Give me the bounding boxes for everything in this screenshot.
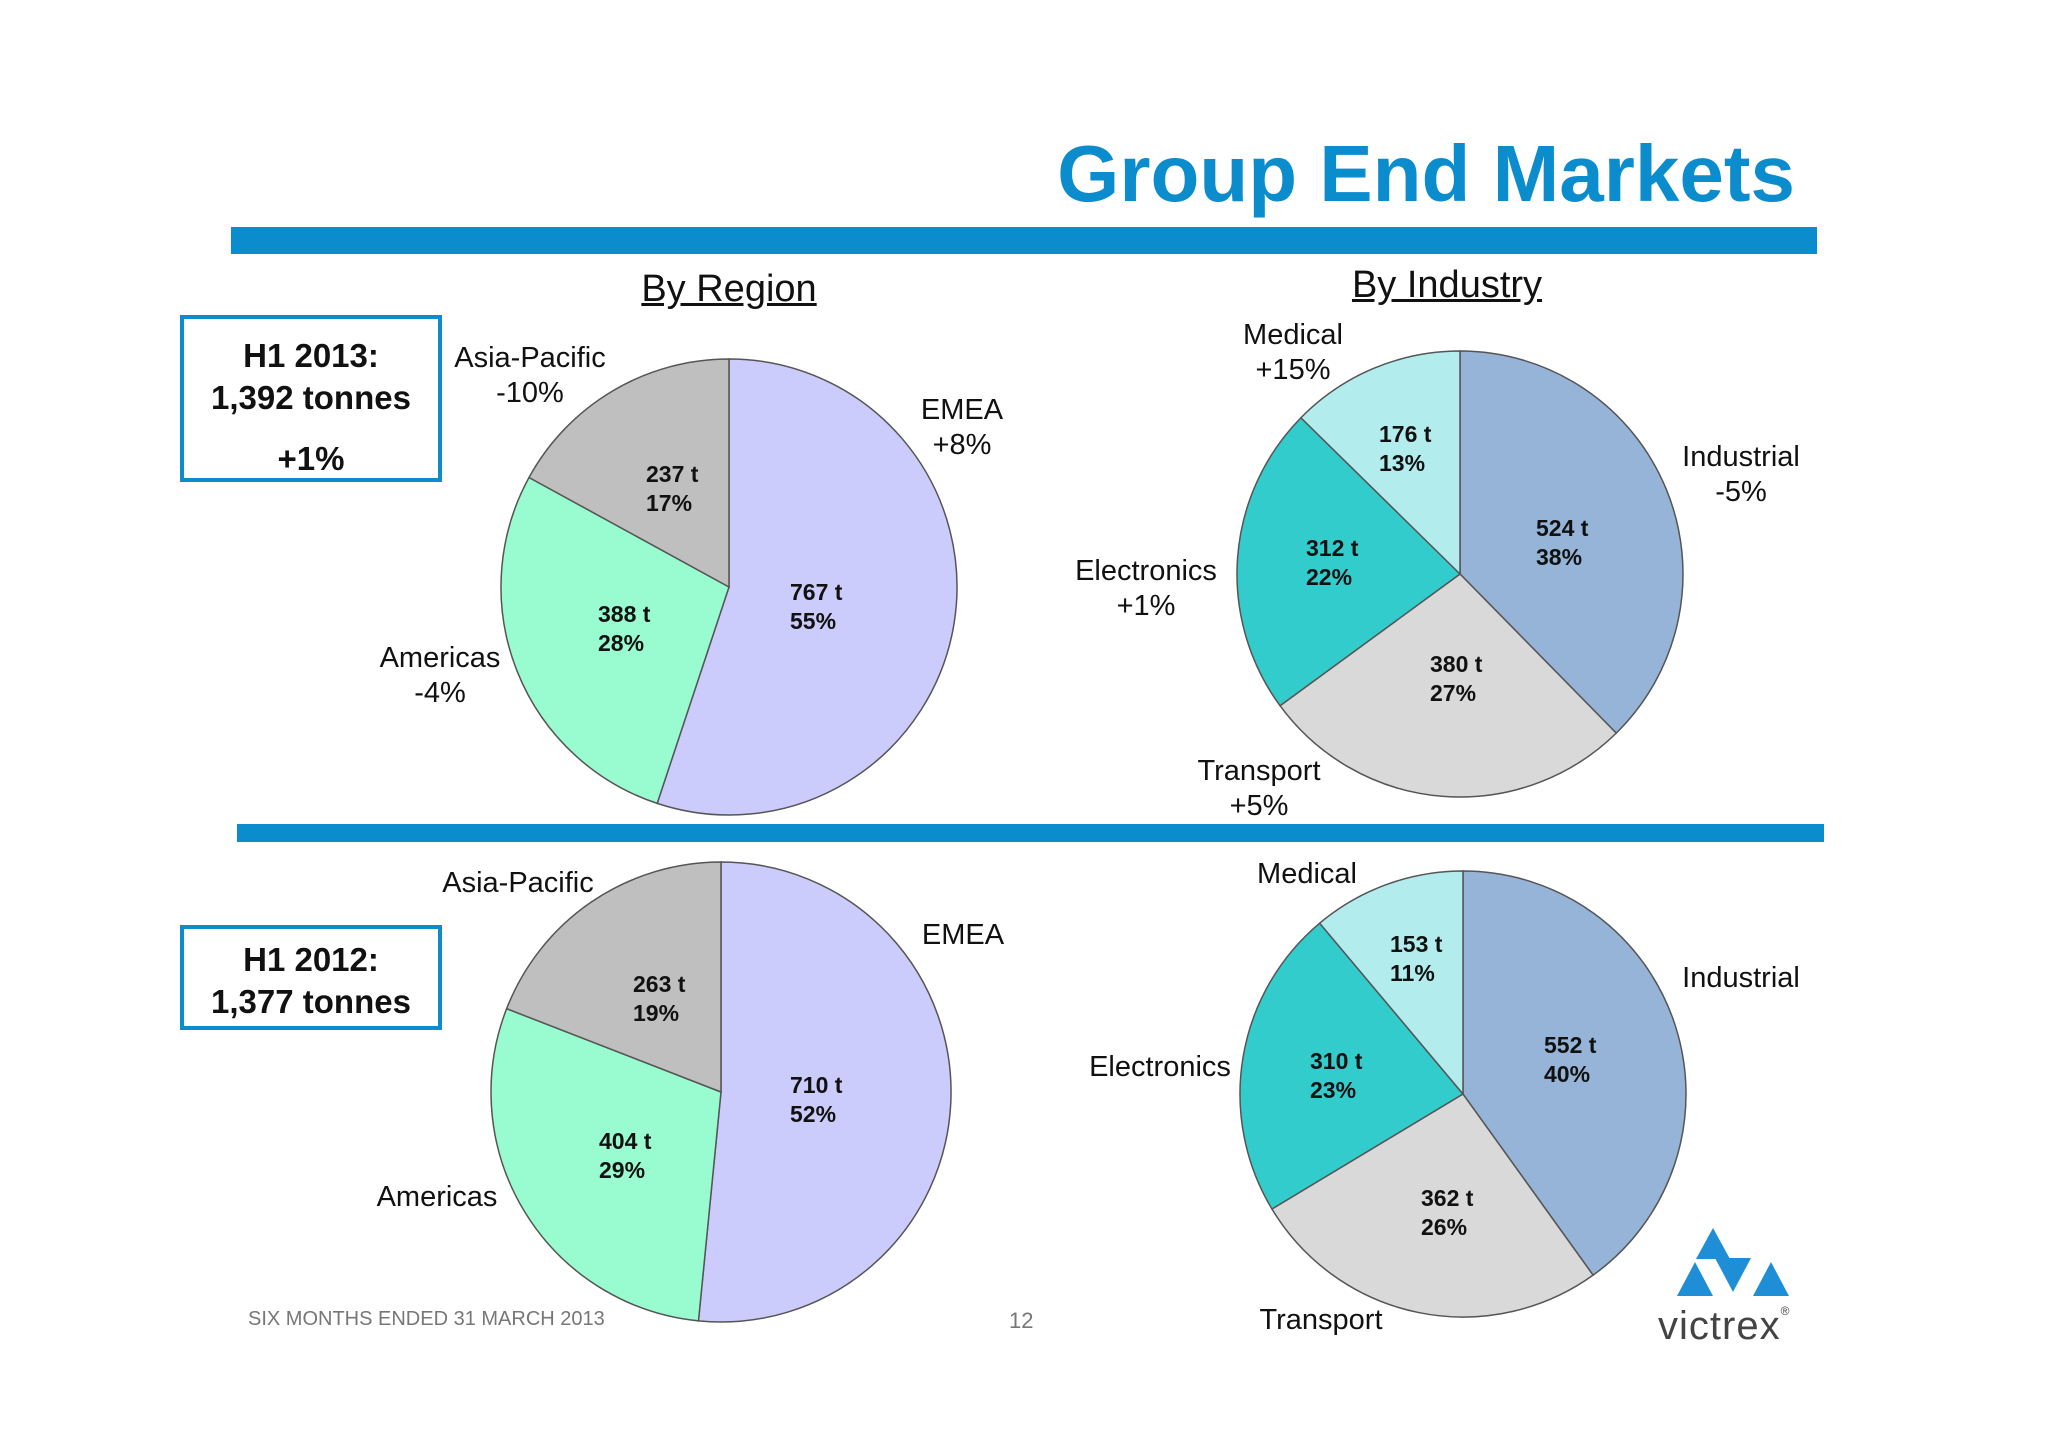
pie-slice-region-2012-emea bbox=[697, 861, 952, 1323]
label-emea-2013: EMEA +8% bbox=[920, 394, 1004, 461]
label-asia-pacific-2013: Asia-Pacific -10% bbox=[454, 342, 606, 409]
pie-slice-region-2012-americas bbox=[490, 1007, 722, 1322]
pie-slice-region-2012-asia-pacific bbox=[505, 861, 722, 1094]
value-transport-2013: 380 t 27% bbox=[1430, 651, 1483, 706]
label-transport-2012: Transport bbox=[1259, 1304, 1383, 1336]
value-electronics-2012: 310 t 23% bbox=[1310, 1048, 1363, 1103]
value-emea-2013: 767 t 55% bbox=[790, 579, 843, 634]
value-asia-pacific-2012: 263 t 19% bbox=[633, 971, 686, 1026]
pie-slice-region-2013-asia-pacific bbox=[528, 358, 730, 589]
label-electronics-2013: Electronics +1% bbox=[1075, 555, 1217, 622]
pie-slice-industry-2013-industrial bbox=[1459, 350, 1684, 735]
h1-2013-summary-box: H1 2013: 1,392 tonnes +1% bbox=[180, 315, 442, 482]
by-region-heading: By Region bbox=[641, 268, 817, 310]
pie-slice-industry-2013-electronics bbox=[1236, 416, 1462, 707]
value-transport-2012: 362 t 26% bbox=[1421, 1185, 1474, 1240]
label-industrial-2013: Industrial -5% bbox=[1682, 441, 1800, 508]
value-industrial-2012: 552 t 40% bbox=[1544, 1032, 1597, 1087]
value-emea-2012: 710 t 52% bbox=[790, 1072, 843, 1127]
pie-slice-industry-2013-medical bbox=[1299, 350, 1461, 576]
pie-slice-region-2013-americas bbox=[500, 476, 730, 805]
logo-wordmark: victrex bbox=[1658, 1304, 1781, 1348]
pie-slice-industry-2013-transport bbox=[1279, 573, 1618, 798]
label-industrial-2012: Industrial bbox=[1682, 962, 1800, 994]
label-emea-2012: EMEA bbox=[921, 919, 1005, 951]
pie-slice-region-2013-emea bbox=[656, 358, 958, 816]
h1-2012-period: H1 2012: bbox=[243, 941, 379, 978]
value-americas-2013: 388 t 28% bbox=[598, 601, 651, 656]
label-asia-pacific-2012: Asia-Pacific bbox=[442, 867, 594, 899]
pie-slice-industry-2012-industrial bbox=[1462, 870, 1687, 1277]
h1-2012-total: 1,377 tonnes bbox=[211, 983, 411, 1020]
label-medical-2012: Medical bbox=[1257, 858, 1357, 890]
label-americas-2012: Americas bbox=[376, 1181, 498, 1213]
page-title: Group End Markets bbox=[1057, 129, 1795, 218]
h1-2013-total: 1,392 tonnes bbox=[211, 379, 411, 416]
period-divider bbox=[237, 824, 1824, 842]
h1-2013-period: H1 2013: bbox=[243, 337, 379, 374]
value-asia-pacific-2013: 237 t 17% bbox=[646, 461, 699, 516]
label-americas-2013: Americas -4% bbox=[379, 642, 501, 709]
value-medical-2013: 176 t 13% bbox=[1379, 421, 1432, 476]
title-divider bbox=[231, 227, 1817, 254]
value-medical-2012: 153 t 11% bbox=[1390, 931, 1443, 986]
victrex-logo: victrex® bbox=[1655, 1218, 1825, 1358]
logo-registered-mark: ® bbox=[1780, 1304, 1791, 1318]
value-industrial-2013: 524 t 38% bbox=[1536, 515, 1589, 570]
footer-period-text: SIX MONTHS ENDED 31 MARCH 2013 bbox=[248, 1308, 605, 1330]
pie-slice-industry-2012-medical bbox=[1318, 870, 1464, 1097]
value-electronics-2013: 312 t 22% bbox=[1306, 535, 1359, 590]
h1-2012-summary-box: H1 2012: 1,377 tonnes bbox=[180, 925, 442, 1030]
label-transport-2013: Transport +5% bbox=[1197, 755, 1321, 822]
value-americas-2012: 404 t 29% bbox=[599, 1128, 652, 1183]
pie-slice-industry-2012-transport bbox=[1270, 1093, 1595, 1318]
page-number: 12 bbox=[1009, 1308, 1034, 1333]
pie-slice-industry-2012-electronics bbox=[1239, 922, 1465, 1211]
label-medical-2013: Medical +15% bbox=[1243, 319, 1343, 386]
h1-2013-growth: +1% bbox=[277, 440, 345, 477]
by-industry-heading: By Industry bbox=[1351, 264, 1543, 306]
label-electronics-2012: Electronics bbox=[1089, 1051, 1231, 1083]
victrex-triangles-icon bbox=[1677, 1228, 1789, 1296]
